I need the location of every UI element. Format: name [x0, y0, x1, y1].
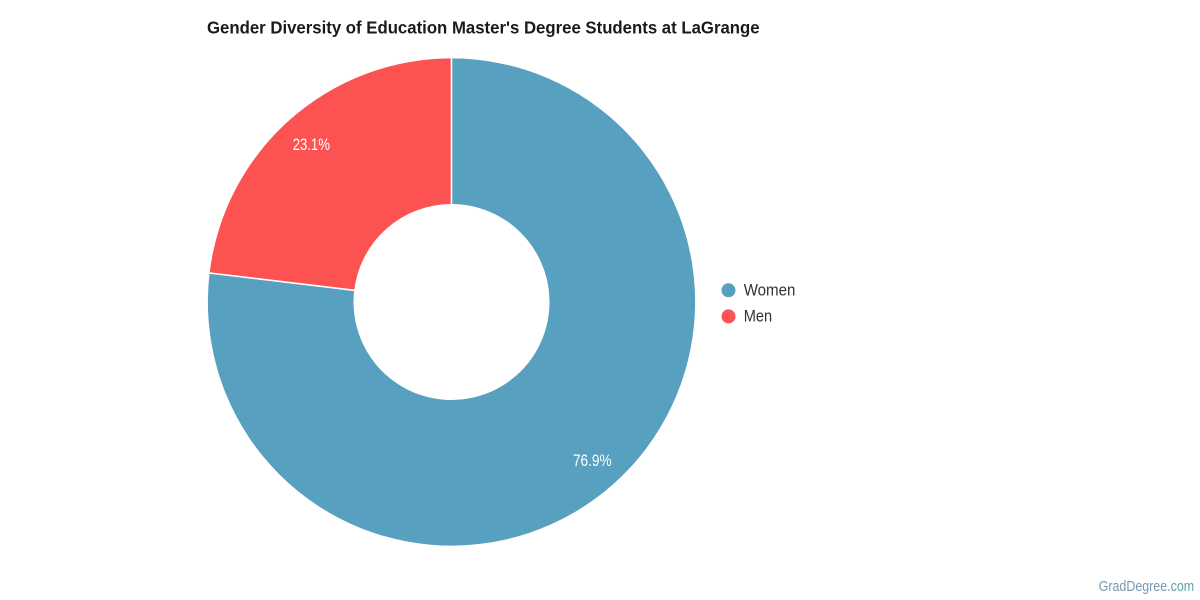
svg-text:76.9%: 76.9%: [573, 452, 612, 470]
svg-text:23.1%: 23.1%: [293, 136, 330, 154]
svg-text:Gender Diversity of Education: Gender Diversity of Education Master's D…: [207, 19, 760, 38]
svg-text:GradDegree.com: GradDegree.com: [1099, 579, 1194, 595]
svg-text:Men: Men: [744, 308, 772, 326]
svg-text:Women: Women: [744, 282, 796, 300]
